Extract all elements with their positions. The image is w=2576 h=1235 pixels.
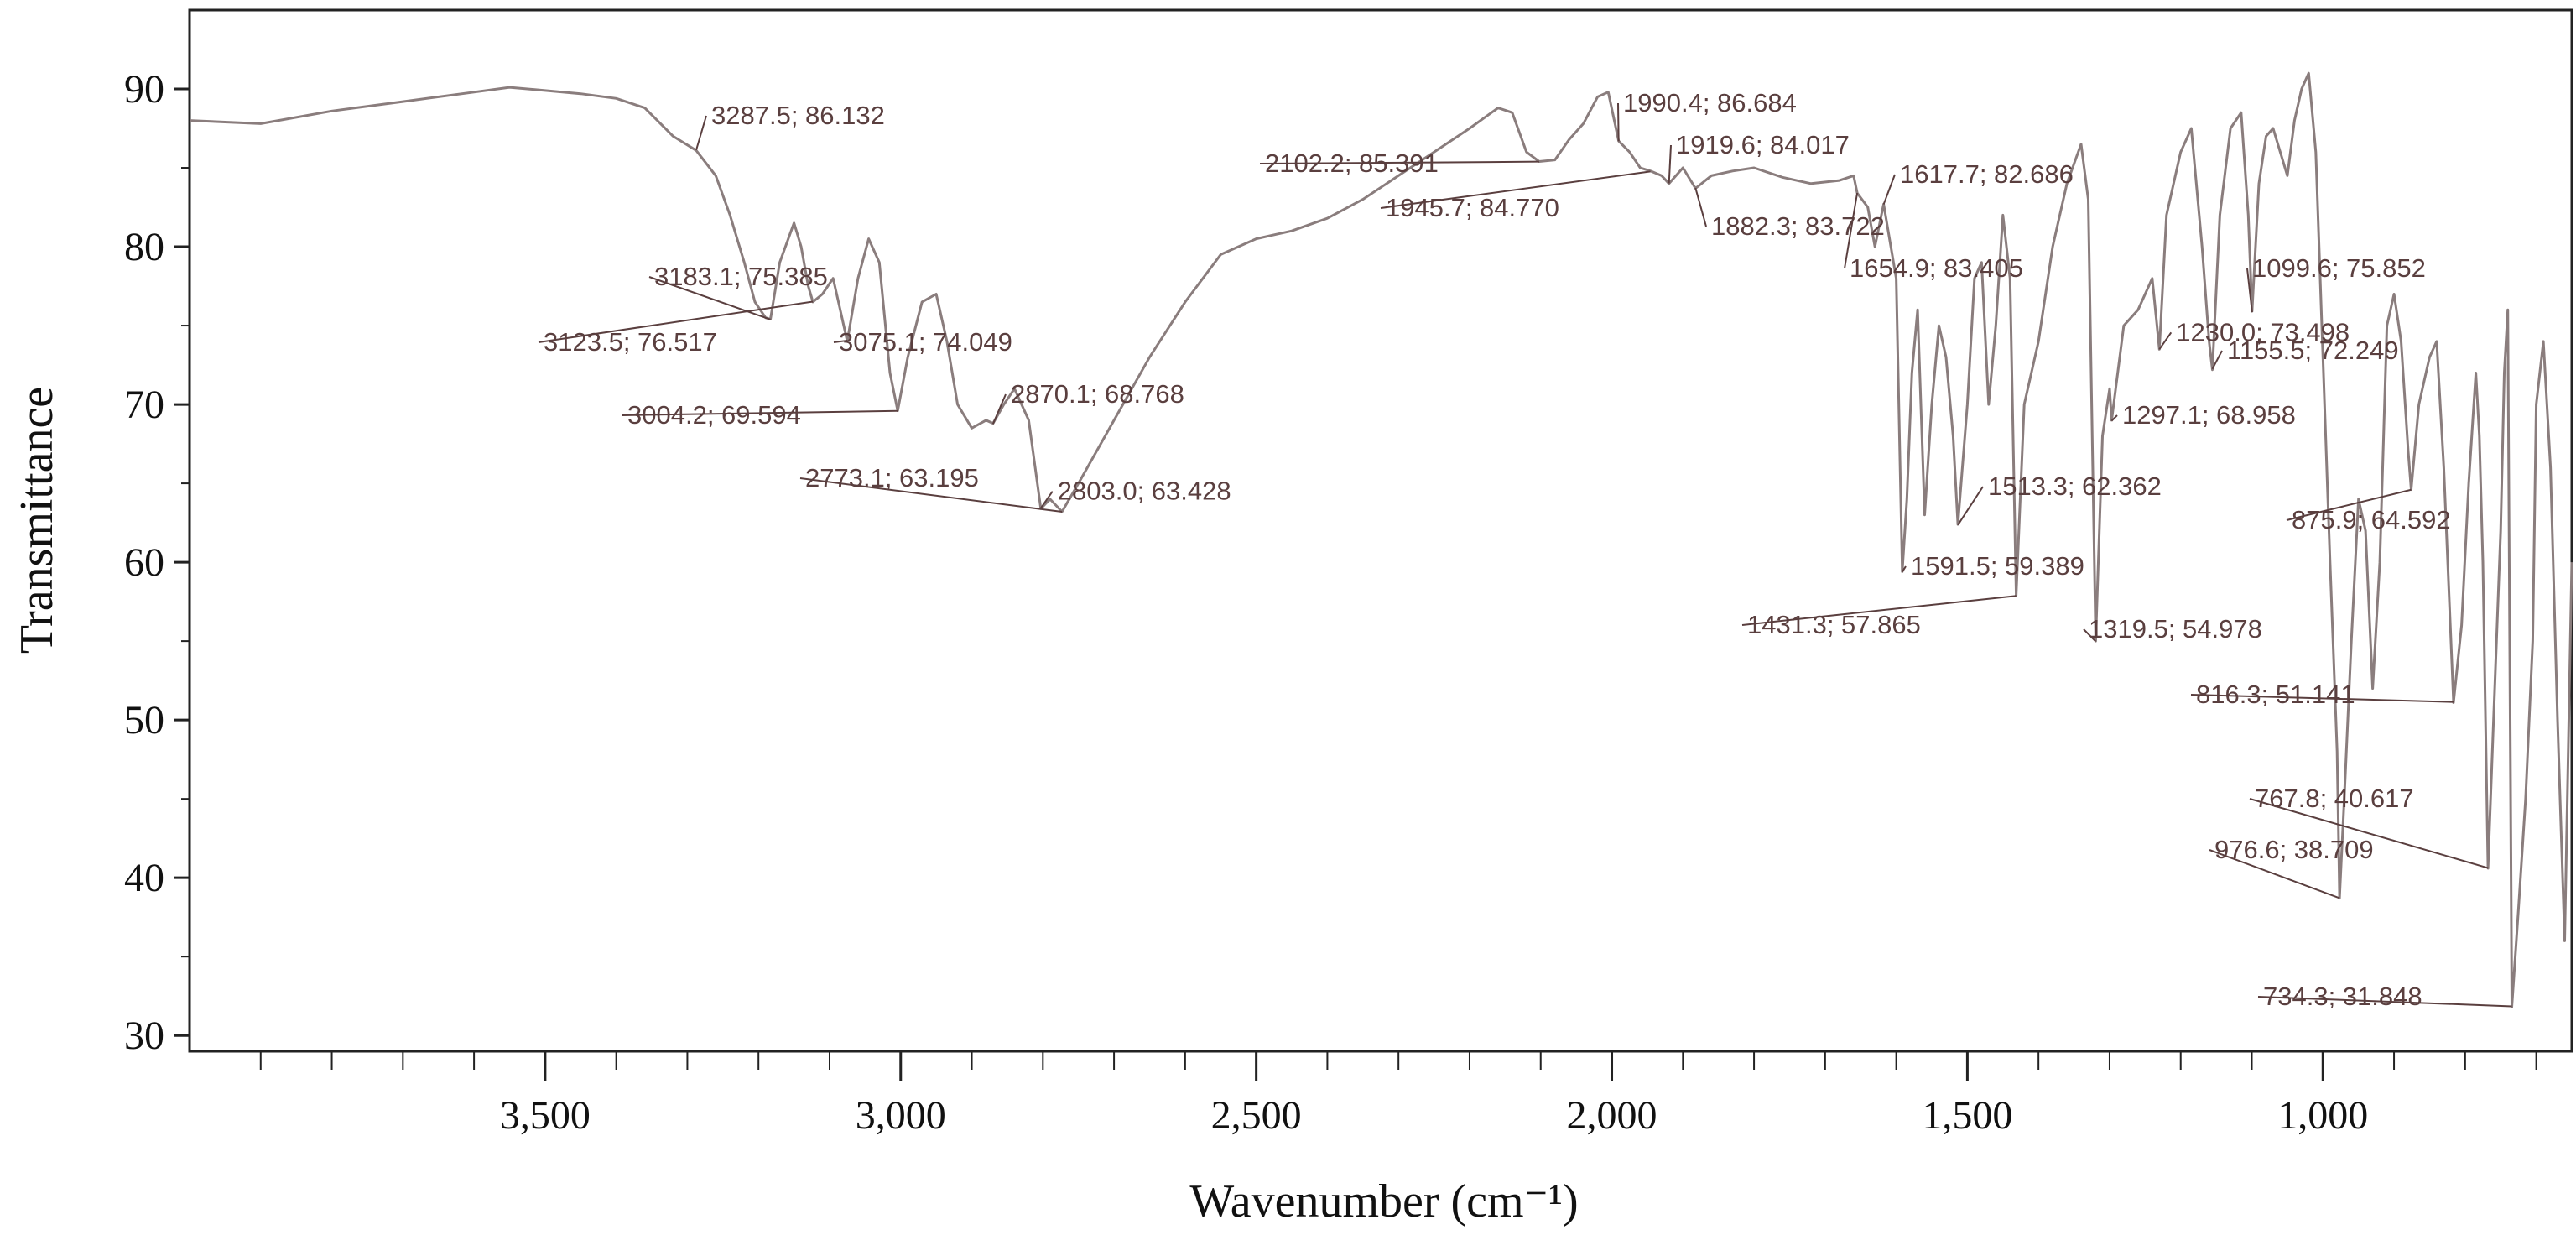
x-axis: 3,500 3,000 2,500 2,000 1,500 1,000 xyxy=(259,1051,2537,1138)
annotation-leader xyxy=(1957,486,1984,526)
peak-annotation-label: 1099.6; 75.852 xyxy=(2252,253,2426,283)
x-tick-label: 2,000 xyxy=(1567,1093,1657,1138)
peak-annotation-label: 1297.1; 68.958 xyxy=(2122,400,2296,430)
annotation-leader xyxy=(1668,144,1672,184)
annotation-leader xyxy=(2190,694,2454,703)
x-tick-label: 3,500 xyxy=(500,1093,591,1138)
annotation-leader xyxy=(833,339,848,343)
peak-annotation-label: 976.6; 38.709 xyxy=(2214,835,2374,864)
peak-annotation-label: 1654.9; 83.405 xyxy=(1850,253,2023,283)
peak-annotation-label: 1591.5; 59.389 xyxy=(1911,551,2084,581)
peak-annotation-label: 816.3; 51.141 xyxy=(2196,680,2355,709)
spectrum-series xyxy=(189,71,2573,1008)
annotation-leader xyxy=(2158,331,2173,350)
annotation-leader xyxy=(648,276,771,320)
y-tick-label: 90 xyxy=(124,67,164,112)
y-axis-title: Transmittance xyxy=(11,387,63,654)
annotation-leader xyxy=(1617,102,1620,142)
annotation-leader xyxy=(538,300,814,343)
peak-annotation-label: 2102.2; 85.391 xyxy=(1265,149,1439,178)
peak-annotation-label: 2803.0; 63.428 xyxy=(1058,477,1231,506)
peak-annotation-label: 1230.0; 73.498 xyxy=(2176,317,2350,347)
peak-annotation-label: 1319.5; 54.978 xyxy=(2089,614,2262,644)
peak-annotation-label: 3287.5; 86.132 xyxy=(711,101,885,130)
annotation-leader xyxy=(1039,491,1054,509)
peak-annotation-label: 1431.3; 57.865 xyxy=(1747,610,1921,639)
peak-annotation-label: 3183.1; 75.385 xyxy=(654,262,828,291)
y-axis: 30 40 50 60 70 80 90 xyxy=(124,67,190,1058)
y-tick-label: 40 xyxy=(124,856,164,900)
x-tick-label: 1,500 xyxy=(1922,1093,2012,1138)
peak-annotation-label: 875.9; 64.592 xyxy=(2292,505,2451,534)
annotation-leader xyxy=(2211,350,2223,370)
peak-annotation-label: 767.8; 40.617 xyxy=(2255,784,2414,813)
spectrum-line xyxy=(189,71,2573,1008)
annotation-leader xyxy=(1694,187,1707,227)
annotation-leader xyxy=(2249,798,2489,869)
peak-annotation-label: 1945.7; 84.770 xyxy=(1386,193,1559,222)
peak-annotation-label: 734.3; 31.848 xyxy=(2263,982,2422,1011)
peak-annotation-label: 3075.1; 74.049 xyxy=(839,327,1012,357)
peak-annotation-label: 1513.3; 62.362 xyxy=(1988,472,2162,501)
annotation-leader xyxy=(1741,595,2017,626)
peak-annotation-label: 2773.1; 63.195 xyxy=(805,463,979,492)
annotation-leader xyxy=(695,115,707,151)
y-tick-label: 80 xyxy=(124,225,164,269)
y-tick-label: 60 xyxy=(124,540,164,585)
annotation-leader xyxy=(622,409,898,416)
annotation-leader xyxy=(2110,414,2118,422)
annotation-leader xyxy=(2286,488,2412,521)
y-tick-label: 30 xyxy=(124,1014,164,1058)
x-tick-label: 2,500 xyxy=(1211,1093,1302,1138)
plot-frame xyxy=(188,8,2573,1053)
annotation-leader xyxy=(2083,628,2097,643)
peak-annotations: 3287.5; 86.132 3183.1; 75.385 3123.5; 76.5… xyxy=(538,88,2512,1011)
y-tick-label: 70 xyxy=(124,383,164,427)
y-tick-label: 50 xyxy=(124,698,164,743)
annotation-leader xyxy=(1844,192,1859,269)
peak-annotation-label: 3123.5; 76.517 xyxy=(544,327,717,357)
annotation-leader xyxy=(991,393,1007,425)
x-tick-label: 3,000 xyxy=(856,1093,946,1138)
annotation-leader xyxy=(1259,160,1539,164)
peak-annotation-label: 1882.3; 83.722 xyxy=(1711,211,1885,241)
annotation-leader xyxy=(2209,849,2340,899)
peak-annotation-label: 1990.4; 86.684 xyxy=(1623,88,1797,117)
x-axis-title: Wavenumber (cm⁻¹) xyxy=(1189,1175,1578,1227)
annotation-leader xyxy=(799,477,1063,513)
peak-annotation-label: 1155.5; 72.249 xyxy=(2227,336,2399,365)
annotation-leader xyxy=(2257,996,2512,1008)
peak-annotation-label: 1919.6; 84.017 xyxy=(1676,130,1850,159)
peak-annotation-label: 3004.2; 69.594 xyxy=(627,400,801,430)
annotation-leader xyxy=(1901,565,1907,573)
x-tick-label: 1,000 xyxy=(2277,1093,2368,1138)
plot-area-border xyxy=(188,8,2573,1053)
peak-annotation-label: 2870.1; 68.768 xyxy=(1011,379,1184,409)
annotation-leader xyxy=(1882,174,1896,205)
annotation-leader xyxy=(2246,268,2253,313)
annotation-leader xyxy=(1380,170,1651,209)
peak-annotation-label: 1617.7; 82.686 xyxy=(1900,159,2074,189)
